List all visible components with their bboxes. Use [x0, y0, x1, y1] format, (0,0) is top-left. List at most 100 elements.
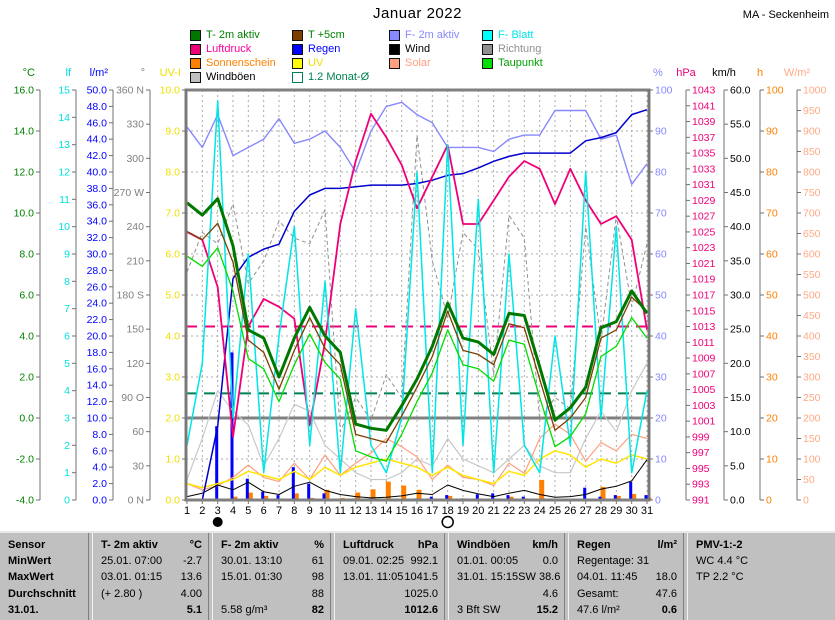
- legend-label: Luftdruck: [206, 42, 252, 55]
- stat-value: 0.0: [542, 555, 558, 568]
- full-moon-icon: [441, 515, 454, 529]
- svg-text:6.0: 6.0: [19, 290, 34, 302]
- series-luftdruck: [186, 112, 648, 438]
- day-label: 7: [276, 505, 282, 517]
- svg-text:10.0: 10.0: [160, 85, 181, 97]
- legend-swatch-icon: [190, 43, 201, 55]
- svg-text:45.0: 45.0: [730, 187, 751, 199]
- svg-text:60: 60: [655, 249, 667, 261]
- legend-swatch-icon: [482, 43, 493, 55]
- axis-lm2: 0.0 2.0 4.0 6.0 8.0 10.0 12.0 14.0 16.0 18.0 20.0 2…: [87, 67, 114, 507]
- bar-regen: [261, 491, 265, 500]
- legend-item-t-5cm: T +5cm: [292, 28, 389, 42]
- svg-text:20.0: 20.0: [730, 358, 751, 370]
- svg-text:55.0: 55.0: [730, 119, 751, 131]
- svg-text:8.0: 8.0: [19, 249, 34, 261]
- table-row: Regentage: 31: [569, 553, 683, 569]
- svg-text:60.0: 60.0: [730, 85, 751, 97]
- svg-text:1015: 1015: [692, 305, 716, 317]
- svg-text:90: 90: [766, 126, 778, 138]
- row-label: Durchschnitt: [8, 587, 76, 600]
- svg-text:1001: 1001: [692, 416, 716, 428]
- axis-unit-kmh: km/h: [712, 67, 736, 79]
- bar-sonnenschein: [416, 489, 422, 501]
- legend-item-sonnenschein: Sonnenschein: [190, 56, 292, 70]
- table-column-1: F- 2m aktiv % 30.01. 13:10 61 15.01. 01:…: [213, 533, 330, 620]
- bar-regen: [598, 496, 602, 500]
- stat-text: 01.01. 00:05: [457, 555, 519, 568]
- day-label: 10: [319, 505, 331, 517]
- bar-regen: [644, 495, 648, 500]
- svg-text:-2.0: -2.0: [16, 454, 34, 466]
- stat-text: 15.01. 01:30: [221, 571, 283, 584]
- bar-sonnenschein: [600, 486, 606, 500]
- svg-text:8.0: 8.0: [165, 167, 180, 179]
- day-label: 24: [534, 505, 546, 517]
- column-unit: °C: [189, 539, 202, 552]
- svg-text:995: 995: [692, 463, 710, 475]
- legend-item-1-2-monat-: 1.2 Monat-Ø: [292, 70, 389, 84]
- bar-sonnenschein: [293, 493, 299, 500]
- series-fblatt: [186, 100, 648, 474]
- table-header-row: PMV-1:-2: [688, 537, 807, 553]
- column-header: F- 2m aktiv: [221, 539, 279, 552]
- bar-sonnenschein: [385, 481, 391, 500]
- stat-text: 03.01. 01:15: [101, 571, 163, 584]
- table-column-empty: [807, 533, 835, 620]
- day-label: 16: [411, 505, 423, 517]
- svg-text:5.0: 5.0: [165, 290, 180, 302]
- svg-text:34.0: 34.0: [87, 216, 108, 228]
- table-row: 4.6: [449, 586, 564, 602]
- series-wind: [186, 459, 648, 499]
- svg-text:1: 1: [64, 467, 70, 479]
- day-label: 4: [230, 505, 236, 517]
- svg-text:4.0: 4.0: [19, 331, 34, 343]
- stat-value: 47.6: [655, 587, 677, 600]
- bar-regen: [291, 467, 295, 500]
- svg-text:9.0: 9.0: [165, 126, 180, 138]
- bar-sonnenschein: [401, 485, 407, 500]
- svg-text:1037: 1037: [692, 132, 716, 144]
- svg-text:900: 900: [803, 126, 821, 138]
- svg-text:20: 20: [655, 413, 667, 425]
- svg-text:14.0: 14.0: [14, 126, 35, 138]
- legend-item-uv: UV: [292, 56, 389, 70]
- column-header: PMV-1:-2: [696, 539, 743, 552]
- table-row: WC 4.4 °C: [688, 553, 807, 569]
- table-row: 15.01. 01:30 98: [213, 569, 330, 585]
- svg-text:50: 50: [766, 290, 778, 302]
- stats-table: Sensor MinWert MaxWert Durchschnitt 31.0…: [0, 531, 835, 620]
- day-label: 20: [472, 505, 484, 517]
- chart-legend: T- 2m aktiv T +5cm F- 2m aktiv F- Blatt Luft…: [190, 28, 577, 84]
- table-header-row: T- 2m aktiv °C: [93, 537, 208, 553]
- legend-label: Regen: [308, 42, 341, 55]
- stat-value: 13.6: [180, 571, 202, 584]
- bar-sonnenschein: [615, 495, 621, 500]
- table-row: [688, 586, 807, 602]
- day-label: 3: [215, 505, 221, 517]
- svg-text:1011: 1011: [692, 337, 715, 349]
- svg-text:5.0: 5.0: [730, 460, 745, 472]
- table-row: 09.01. 02:25 992.1: [335, 553, 444, 569]
- stat-value: 15.2: [536, 603, 558, 616]
- axis-unit-uv: UV-I: [160, 67, 181, 79]
- bar-regen: [245, 478, 249, 500]
- svg-text:1029: 1029: [692, 195, 716, 207]
- svg-text:1027: 1027: [692, 211, 716, 223]
- bar-sonnenschein: [370, 489, 376, 500]
- table-row: TP 2.2 °C: [688, 569, 807, 585]
- day-label: 25: [549, 505, 561, 517]
- bar-regen: [613, 495, 617, 500]
- svg-text:1025: 1025: [692, 226, 716, 238]
- svg-text:210: 210: [126, 255, 144, 267]
- bar-sonnenschein: [263, 495, 269, 500]
- svg-text:16.0: 16.0: [87, 363, 108, 375]
- svg-text:300: 300: [126, 153, 144, 165]
- svg-text:80: 80: [655, 167, 667, 179]
- svg-text:100: 100: [803, 454, 821, 466]
- svg-text:100: 100: [766, 85, 784, 97]
- axis-pct: 0 10 20 30 40 50 60 70 80 90 100%: [648, 67, 673, 507]
- day-label: 22: [503, 505, 515, 517]
- svg-text:600: 600: [803, 249, 821, 261]
